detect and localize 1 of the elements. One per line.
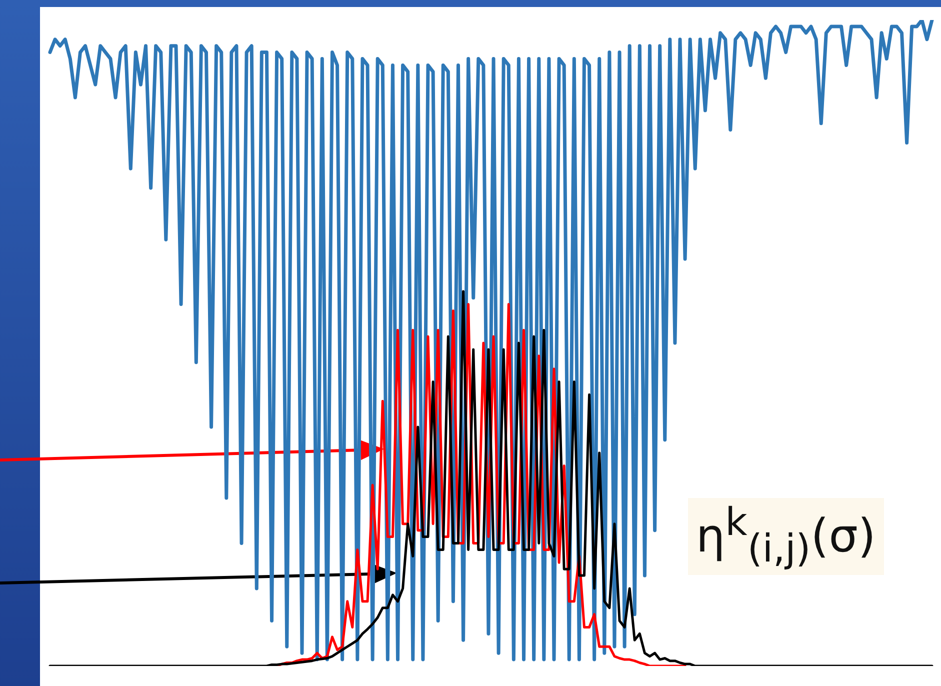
annotation: η$^{k}$$_{(i,j)}$(σ)	[688, 498, 884, 574]
